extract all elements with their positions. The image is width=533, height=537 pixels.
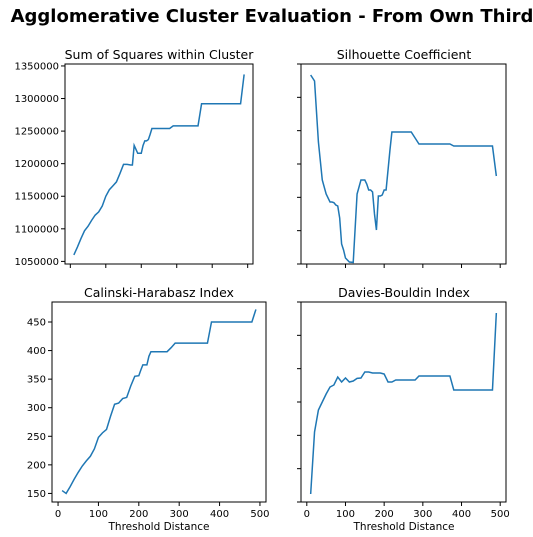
y-tick-label: 400 — [27, 346, 46, 357]
panel-title: Davies-Bouldin Index — [338, 285, 470, 300]
plot-frame — [51, 301, 267, 503]
panel-title: Sum of Squares within Cluster — [65, 47, 255, 62]
y-tick-label: 1200000 — [14, 159, 59, 170]
plot-frame — [300, 301, 507, 503]
panel-sum-of-squares: Sum of Squares within Cluster 1050000 110… — [14, 47, 254, 268]
x-tick-label: 400 — [210, 509, 229, 520]
x-tick-label: 100 — [336, 509, 355, 520]
x-tick-label: 300 — [170, 509, 189, 520]
y-tick-label: 1350000 — [14, 61, 59, 72]
y-tick-label: 1250000 — [14, 127, 59, 138]
series-line — [309, 312, 498, 495]
plot-frame — [300, 63, 507, 265]
x-tick-label: 400 — [452, 509, 471, 520]
x-tick-label: 300 — [413, 509, 432, 520]
x-tick-label: 100 — [89, 509, 108, 520]
series-line — [73, 74, 245, 256]
y-tick-label: 250 — [27, 432, 46, 443]
y-tick-label: 300 — [27, 403, 46, 414]
panel-silhouette: Silhouette Coefficient — [297, 47, 507, 268]
x-tick-label: 200 — [375, 509, 394, 520]
x-axis-label: Threshold Distance — [108, 521, 210, 533]
panel-calinski-harabasz: Calinski-Harabasz Index 0 100 200 300 400 500… — [27, 285, 270, 533]
y-tick-label: 450 — [27, 318, 46, 329]
panel-title: Silhouette Coefficient — [337, 47, 472, 62]
y-tick-label: 1050000 — [14, 257, 59, 268]
figure-title: Agglomerative Cluster Evaluation - From … — [11, 6, 533, 27]
y-tick-label: 1300000 — [14, 94, 59, 105]
panel-davies-bouldin: Davies-Bouldin Index 0 100 200 300 400 500 Th… — [297, 285, 510, 533]
panel-title: Calinski-Harabasz Index — [84, 285, 234, 300]
x-tick-label: 0 — [55, 509, 61, 520]
series-line — [310, 74, 498, 264]
x-tick-label: 500 — [250, 509, 269, 520]
x-tick-label: 200 — [129, 509, 148, 520]
y-tick-label: 200 — [27, 460, 46, 471]
x-tick-label: 500 — [491, 509, 510, 520]
y-tick-label: 1150000 — [14, 192, 59, 203]
x-tick-label: 0 — [304, 509, 310, 520]
series-line — [61, 309, 257, 495]
plot-frame — [64, 63, 254, 265]
x-axis-label: Threshold Distance — [353, 521, 455, 533]
y-tick-label: 350 — [27, 375, 46, 386]
y-tick-label: 150 — [27, 489, 46, 500]
y-tick-label: 1100000 — [14, 224, 59, 235]
